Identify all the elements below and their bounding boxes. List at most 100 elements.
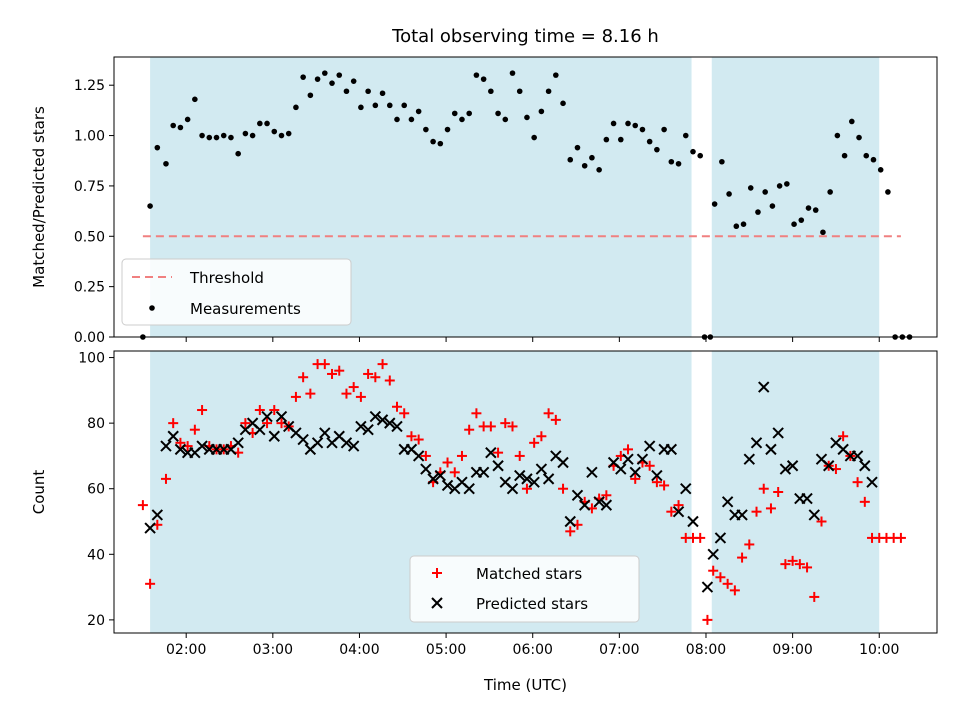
x-tick-label: 10:00 [859,642,899,658]
measurement-point [524,114,530,121]
measurement-point [170,122,176,129]
predicted-star-point [823,460,835,472]
measurement-point [350,78,357,84]
predicted-star-point [528,476,540,488]
matched-star-point [269,405,280,416]
measurement-point [639,126,646,133]
predicted-star-point [557,456,569,469]
predicted-star-point [629,466,641,479]
predicted-star-point [758,381,770,393]
matched-star-point [168,418,179,429]
measurement-point [646,138,653,145]
ratio-panel: 0.00 0.25 0.50 0.75 1.00 1.25 Total observing… [30,26,938,346]
predicted-star-point [593,496,605,508]
measurement-point [661,126,667,133]
legend-predicted-label: Predicted stars [476,595,588,613]
matched-star-point [507,421,518,432]
matched-star-point [630,473,641,484]
measurement-point [444,126,451,133]
predicted-star-point [174,443,187,456]
matched-star-point [449,467,460,478]
predicted-star-point [369,410,382,423]
legend: Threshold Measurements [121,258,352,326]
y-tick-label: 0.25 [74,280,105,296]
matched-star-point [644,460,655,471]
measurement-point [545,88,552,95]
measurement-point [459,116,465,123]
matched-star-point [838,431,849,442]
predicted-star-point [347,440,360,452]
predicted-star-point [297,433,309,446]
y-tick-label: 100 [78,351,105,367]
matched-star-point [319,359,330,370]
measurement-point [574,144,581,151]
matched-star-point [420,450,431,461]
x-tick-label: 09:00 [772,642,812,658]
matched-star-point [391,401,402,412]
predicted-star-point [441,479,454,492]
measurement-point [163,160,169,167]
legend-box [409,555,640,623]
x-tick-label: 08:00 [686,642,726,658]
y-tick-label: 1.00 [74,129,105,145]
predicted-star-point [772,427,784,439]
matched-star-point [363,368,374,379]
predicted-star-point [477,466,490,479]
predicted-star-point [687,515,699,528]
measurement-point [567,156,574,163]
measurement-point [408,116,415,123]
measurement-point [877,167,884,173]
predicted-star-point [376,414,389,426]
matched-star-point [377,359,388,370]
measurement-point [798,217,805,223]
measurement-point [791,221,797,227]
measurement-point [430,138,436,145]
predicted-star-point [412,450,425,462]
measurement-point [762,189,768,195]
matched-star-point [137,500,148,511]
predicted-star-point [355,420,367,433]
matched-star-point [442,457,453,468]
matched-star-point [521,483,532,494]
matched-star-point [160,473,171,484]
matched-star-point [543,408,554,419]
measurement-point [632,122,639,129]
measurement-point [154,144,161,151]
x-tick-label: 06:00 [513,642,553,658]
measurement-point [423,126,429,133]
matched-star-point [471,408,482,419]
measurement-point [697,152,704,159]
legend-measurements-label: Measurements [190,300,301,318]
measurement-point [242,130,249,137]
matched-star-point [623,444,634,455]
measurement-point [870,156,877,163]
predicted-star-point [268,430,280,442]
measurement-point [682,132,689,139]
predicted-star-point [254,423,266,436]
legend: Matched stars Predicted stars [409,555,640,623]
shaded-interval [711,351,880,633]
matched-star-point [773,487,784,497]
legend-predicted-swatch [431,597,443,609]
matched-star-point [145,578,156,589]
star-count-series [137,359,906,625]
predicted-star-point [275,410,288,423]
matched-star-point [702,614,713,625]
predicted-star-point [384,417,396,429]
plot-frame [113,56,938,338]
y-tick-label: 0.75 [74,179,105,195]
predicted-star-point [680,483,692,495]
matched-star-point [651,477,662,488]
measurement-point [509,70,516,76]
measurement-point [293,104,299,111]
legend-matched-swatch [432,568,442,578]
predicted-star-point [786,460,799,472]
matched-star-point [765,503,776,514]
predicted-star-point [672,505,685,518]
measurement-point [553,72,559,78]
measurement-point [603,136,610,143]
legend-threshold-label: Threshold [189,269,264,287]
measurement-point [480,76,487,82]
matched-star-point [493,447,504,458]
predicted-star-point [521,473,533,485]
